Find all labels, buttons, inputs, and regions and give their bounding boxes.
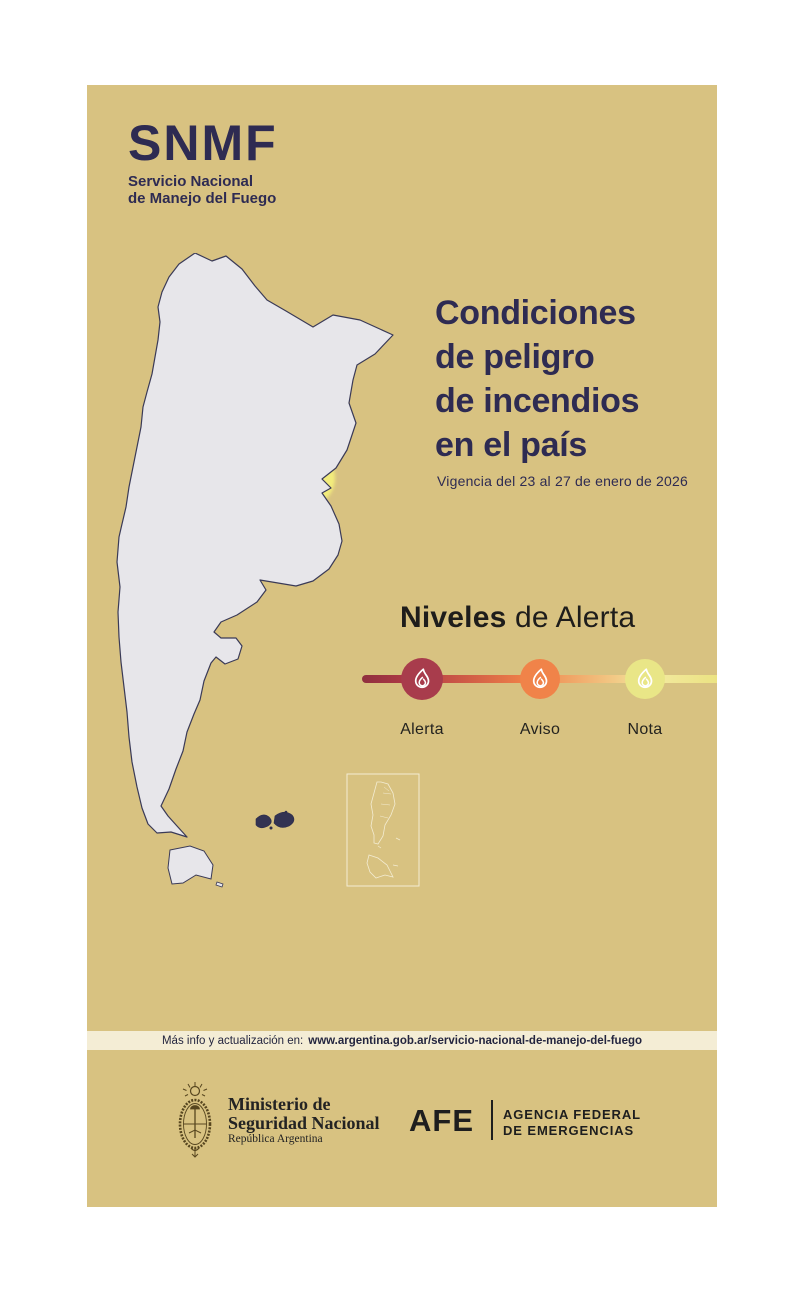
snmf-logo-subtitle-line2: de Manejo del Fuego [128,190,277,207]
argentina-coat-of-arms [178,1082,212,1158]
info-bar-prefix: Más info y actualización en: [161,1034,304,1047]
info-bar: Más info y actualización en: www.argenti… [87,1031,717,1050]
alerta-level-badge [401,658,443,700]
afe-logo: AFE [409,1103,474,1138]
afe-line1: AGENCIA FEDERAL [503,1107,641,1122]
map-antarctica-inset [346,773,420,887]
poster-title-line1: Condiciones [435,294,636,332]
nota-level-badge [625,659,665,699]
map-tierra-del-fuego [167,845,224,888]
ministry-lockup: Ministerio de Seguridad Nacional Repúbli… [228,1095,380,1146]
ministry-line1: Ministerio de [228,1094,331,1114]
poster-title-line4: en el país [435,426,587,464]
argentina-fire-danger-map [116,253,420,888]
snmf-logo: SNMF Servicio Nacional de Manejo del Fue… [128,115,278,207]
afe-lockup: AGENCIA FEDERAL DE EMERGENCIAS [503,1107,641,1139]
alert-levels-heading-bold: Niveles [400,601,507,634]
snmf-logo-acronym: SNMF [128,115,278,171]
poster-title-line3: de incendios [435,382,640,420]
flame-icon [637,668,653,689]
alert-levels-heading-rest: de Alerta [506,601,636,634]
snmf-poster: SNMF Servicio Nacional de Manejo del Fue… [87,85,717,1207]
validity-period: Vigencia del 23 al 27 de enero de 2026 [437,473,688,489]
map-islas-malvinas [255,810,295,830]
ministry-line3: República Argentina [228,1133,323,1145]
alert-levels-heading: Niveles de Alerta [400,601,635,635]
ministry-line2: Seguridad Nacional [228,1113,380,1133]
flame-icon [532,668,548,689]
afe-divider [491,1100,493,1140]
afe-line2: DE EMERGENCIAS [503,1123,635,1138]
alerta-level-label: Alerta [400,721,444,738]
aviso-level-badge [520,659,560,699]
nota-level-label: Nota [627,721,663,738]
poster-title-line2: de peligro [435,338,595,376]
aviso-level-label: Aviso [519,721,561,738]
poster-title: Condiciones de peligro de incendios en e… [435,291,707,467]
info-bar-url: www.argentina.gob.ar/servicio-nacional-d… [308,1034,643,1047]
flame-icon [414,668,430,689]
snmf-logo-subtitle: Servicio Nacional de Manejo del Fuego [128,173,278,207]
snmf-logo-subtitle-line1: Servicio Nacional [128,173,254,190]
